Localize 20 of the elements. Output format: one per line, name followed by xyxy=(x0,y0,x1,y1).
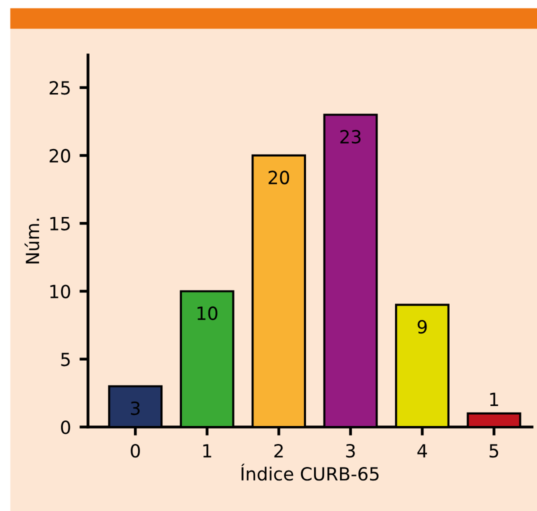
x-axis-title: Índice CURB-65 xyxy=(241,464,379,481)
x-tick-label: 4 xyxy=(417,444,427,458)
data-label: 1 xyxy=(490,392,498,406)
y-axis-title: Núm. xyxy=(24,218,40,264)
y-tick-label: 10 xyxy=(50,284,70,298)
data-label: 3 xyxy=(130,401,140,416)
x-tick-label: 0 xyxy=(130,444,140,458)
x-tick-label: 3 xyxy=(346,444,355,458)
y-tick-label: 15 xyxy=(50,217,70,230)
x-tick-label: 2 xyxy=(274,444,283,458)
y-tick-label: 5 xyxy=(61,352,70,366)
data-label: 10 xyxy=(198,306,218,320)
y-tick-label: 0 xyxy=(61,420,70,434)
y-tick-label: 20 xyxy=(50,148,70,163)
data-label: 20 xyxy=(268,170,290,184)
x-tick-label: 5 xyxy=(490,444,498,458)
data-label: 23 xyxy=(340,130,361,144)
y-tick-label: 25 xyxy=(50,81,70,95)
x-tick-label: 1 xyxy=(203,444,212,458)
data-label: 9 xyxy=(418,320,427,334)
